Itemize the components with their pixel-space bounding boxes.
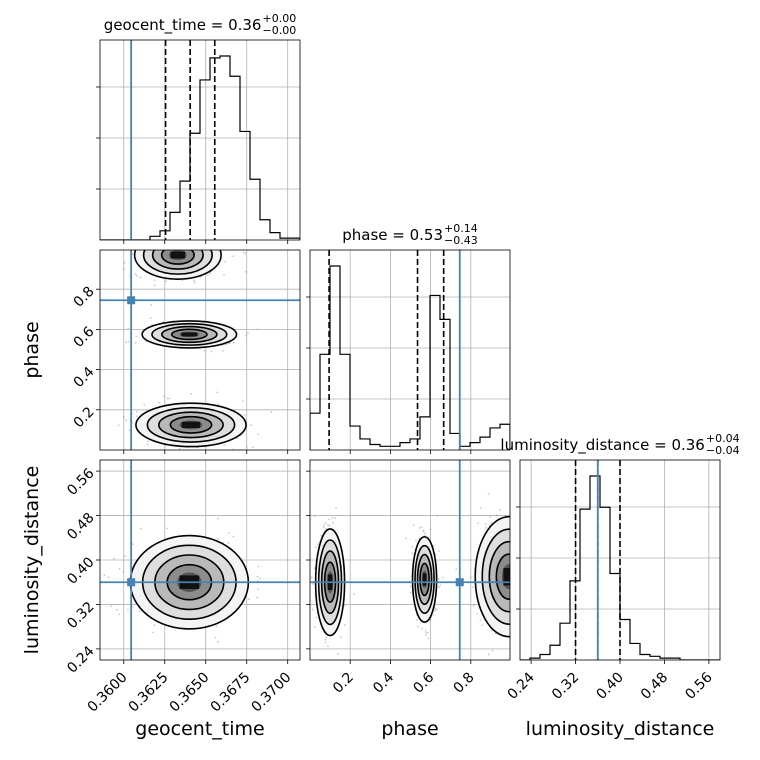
contour-line <box>481 528 510 625</box>
density-peak <box>422 573 427 586</box>
x-tick-label: 0.3625 <box>126 670 172 716</box>
panel-frame <box>309 249 511 451</box>
y-axis-label: luminosity_distance <box>21 466 43 655</box>
contour-line <box>151 250 204 270</box>
y-tick-label: 0.8 <box>71 284 98 311</box>
contour-line <box>416 553 433 606</box>
panel-geocent_time-vs-luminosity_distance <box>96 459 301 664</box>
title-main: phase = 0.53 <box>342 226 443 244</box>
panel-content <box>100 40 300 240</box>
panel-content <box>310 460 510 660</box>
title-minus: −0.04 <box>706 444 740 457</box>
contour-line <box>170 328 208 341</box>
panel-geocent_time-vs-phase <box>96 249 301 454</box>
title-minus: −0.00 <box>262 24 296 37</box>
contour-line <box>411 535 438 623</box>
contour-line <box>169 415 213 434</box>
x-tick-label: 0.4 <box>370 669 397 696</box>
x-axis-label: geocent_time <box>135 718 264 740</box>
panel-content <box>100 460 300 660</box>
title-main: geocent_time = 0.36 <box>104 16 262 35</box>
title-minus: −0.43 <box>444 234 478 247</box>
y-tick-label: 0.32 <box>64 599 97 632</box>
panel-content <box>100 250 300 450</box>
contour-line <box>414 544 435 615</box>
x-tick-label: 0.3600 <box>85 670 131 716</box>
title-plus: +0.00 <box>262 12 296 25</box>
density-peak <box>503 567 510 586</box>
y-tick-label: 0.6 <box>71 324 98 351</box>
title-luminosity_distance: luminosity_distance = 0.36 +0.04−0.04 <box>500 432 739 457</box>
x-tick-label: 0.3675 <box>208 670 254 716</box>
contour-line <box>474 515 510 638</box>
title-plus: +0.04 <box>706 432 740 445</box>
y-tick-label: 0.2 <box>71 404 98 431</box>
hist-panel-geocent_time <box>96 39 301 244</box>
x-tick-label: 0.24 <box>505 669 538 702</box>
contour-line <box>495 553 510 600</box>
panel-frame <box>99 249 301 451</box>
y-tick-label: 0.4 <box>71 364 98 391</box>
panel-phase-vs-luminosity_distance <box>306 459 511 664</box>
contour-line <box>146 406 236 443</box>
y-axis-label: phase <box>21 321 43 378</box>
contour-line <box>135 402 247 448</box>
x-tick-label: 0.3650 <box>167 670 213 716</box>
x-tick-label: 0.48 <box>638 670 671 703</box>
y-tick-label: 0.56 <box>64 465 97 498</box>
title-plus: +0.14 <box>444 222 478 235</box>
contour-line <box>151 322 228 346</box>
y-tick-label: 0.40 <box>64 554 97 587</box>
histogram-bars <box>100 55 300 240</box>
density-peak <box>170 251 186 259</box>
x-tick-label: 0.40 <box>593 670 626 703</box>
hist-panel-phase <box>306 249 511 454</box>
x-tick-label: 0.6 <box>410 669 437 696</box>
contour-line <box>142 250 213 275</box>
histogram-bars <box>310 265 510 450</box>
y-tick-label: 0.48 <box>64 510 97 543</box>
x-axis-label: phase <box>381 718 438 740</box>
x-tick-label: 0.8 <box>451 670 478 697</box>
density-peak <box>181 421 201 429</box>
density-peak <box>181 332 198 337</box>
truth-marker <box>455 578 464 587</box>
y-tick-label: 0.24 <box>64 643 97 676</box>
contour-line <box>488 540 510 613</box>
x-axis-label: luminosity_distance <box>526 718 715 740</box>
title-phase: phase = 0.53 +0.14−0.43 <box>342 222 478 247</box>
contour-line <box>160 250 195 265</box>
contour-line <box>133 250 222 280</box>
title-geocent_time: geocent_time = 0.36 +0.00−0.00 <box>104 12 296 37</box>
title-main: luminosity_distance = 0.36 <box>500 436 704 455</box>
panel-content <box>520 460 720 660</box>
contour-line <box>141 320 238 349</box>
x-tick-label: 0.56 <box>682 669 715 702</box>
histogram-bars <box>520 475 720 660</box>
truth-marker <box>127 296 136 305</box>
contour-line <box>419 562 430 597</box>
x-tick-label: 0.32 <box>549 670 582 703</box>
panel-frame <box>99 39 301 241</box>
truth-marker <box>127 578 136 587</box>
panel-content <box>310 250 510 450</box>
contour-line <box>158 411 224 439</box>
contour-line <box>161 325 218 344</box>
x-tick-label: 0.2 <box>330 670 357 697</box>
hist-panel-luminosity_distance <box>516 459 721 664</box>
x-tick-label: 0.3700 <box>249 670 295 716</box>
